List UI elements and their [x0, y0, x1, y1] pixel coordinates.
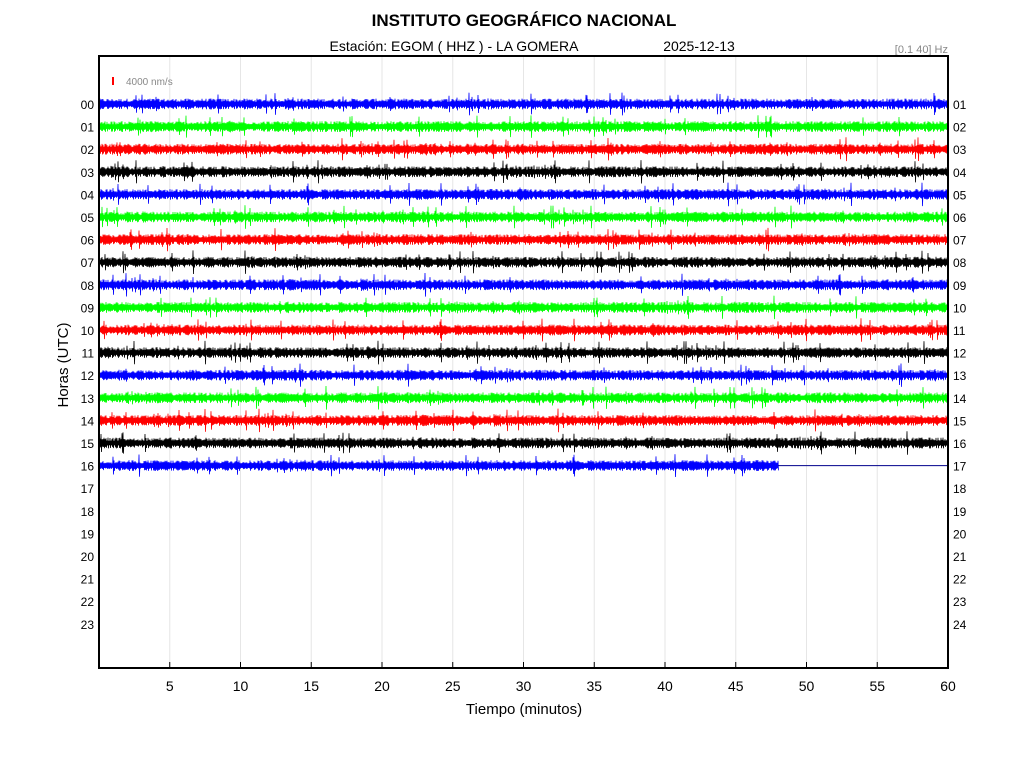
right-hour-label: 03	[953, 143, 967, 157]
right-hour-label: 02	[953, 121, 967, 135]
right-hour-label: 05	[953, 188, 967, 202]
trace-hour-05	[98, 205, 949, 229]
left-hour-label: 18	[81, 505, 95, 519]
left-hour-label: 19	[81, 527, 95, 541]
x-tick-label: 20	[374, 678, 390, 694]
right-hour-label: 18	[953, 482, 967, 496]
right-hour-label: 04	[953, 166, 967, 180]
right-hour-label: 06	[953, 211, 967, 225]
trace-hour-07	[98, 250, 949, 275]
x-tick-label: 50	[799, 678, 815, 694]
trace-hour-09	[98, 295, 949, 320]
x-axis-ticks: 5 10 15 20 25 30 35 40 45 50 55 60	[166, 662, 956, 694]
trace-hour-13	[98, 385, 949, 410]
y-axis-label: Horas (UTC)	[55, 322, 72, 407]
left-hour-label: 00	[81, 98, 95, 112]
left-hour-label: 22	[81, 595, 95, 609]
left-hour-label: 11	[82, 347, 95, 361]
trace-hour-10	[98, 318, 949, 342]
right-hour-label: 20	[953, 527, 967, 541]
trace-hour-00	[98, 92, 949, 116]
left-hour-label: 12	[81, 369, 95, 383]
station-label: Estación: EGOM ( HHZ ) - LA GOMERA	[330, 38, 580, 54]
right-hour-label: 09	[953, 279, 967, 293]
trace-hour-06	[98, 227, 949, 252]
right-hour-label: 17	[953, 460, 967, 474]
trace-hour-14	[98, 408, 949, 433]
x-tick-label: 25	[445, 678, 461, 694]
x-tick-label: 10	[233, 678, 249, 694]
left-hour-label: 21	[81, 573, 95, 587]
scale-bar	[112, 77, 114, 85]
x-tick-label: 40	[657, 678, 673, 694]
right-hour-label: 01	[953, 98, 967, 112]
left-hour-labels: 00 01 02 03 04 05 06 07 08 09 10 11 12 13 14 15 16 17 18 19…	[81, 98, 95, 632]
x-tick-label: 5	[166, 678, 174, 694]
right-hour-label: 11	[953, 324, 966, 338]
x-tick-label: 55	[869, 678, 885, 694]
x-axis-label: Tiempo (minutos)	[466, 701, 582, 718]
grid-lines	[169, 56, 878, 668]
x-tick-label: 35	[586, 678, 602, 694]
trace-hour-12	[98, 363, 949, 387]
left-hour-label: 09	[81, 301, 95, 315]
right-hour-label: 10	[953, 301, 967, 315]
right-hour-label: 08	[953, 256, 967, 270]
left-hour-label: 07	[81, 256, 95, 270]
left-hour-label: 15	[81, 437, 95, 451]
left-hour-label: 03	[81, 166, 95, 180]
right-hour-label: 15	[953, 414, 967, 428]
right-hour-label: 16	[953, 437, 967, 451]
left-hour-label: 01	[81, 121, 95, 135]
trace-hour-03	[98, 160, 949, 184]
left-hour-label: 05	[81, 211, 95, 225]
x-tick-label: 60	[940, 678, 956, 694]
left-hour-label: 20	[81, 550, 95, 564]
trace-hour-08	[98, 272, 949, 297]
right-hour-label: 19	[953, 505, 967, 519]
right-hour-label: 24	[953, 618, 967, 632]
x-tick-label: 45	[728, 678, 744, 694]
right-hour-label: 22	[953, 573, 967, 587]
left-hour-label: 04	[81, 188, 95, 202]
right-hour-label: 21	[953, 550, 967, 564]
right-hour-label: 13	[953, 369, 967, 383]
filter-label: [0.1 40] Hz	[895, 44, 948, 56]
left-hour-label: 16	[81, 460, 95, 474]
scale-label: 4000 nm/s	[126, 77, 173, 88]
right-hour-label: 12	[953, 347, 967, 361]
trace-hour-02	[98, 137, 949, 162]
date-label: 2025-12-13	[663, 38, 735, 54]
trace-hour-15	[98, 431, 949, 455]
right-hour-label: 07	[953, 234, 967, 248]
left-hour-label: 08	[81, 279, 95, 293]
left-hour-label: 02	[81, 143, 95, 157]
left-hour-label: 13	[81, 392, 95, 406]
left-hour-label: 14	[81, 414, 95, 428]
trace-hour-16	[98, 454, 779, 478]
right-hour-label: 23	[953, 595, 967, 609]
x-tick-label: 15	[303, 678, 319, 694]
left-hour-label: 06	[81, 234, 95, 248]
left-hour-label: 10	[81, 324, 95, 338]
x-tick-label: 30	[516, 678, 532, 694]
trace-hour-01	[98, 115, 949, 138]
right-hour-label: 14	[953, 392, 967, 406]
chart-title: INSTITUTO GEOGRÁFICO NACIONAL	[372, 11, 677, 30]
traces	[98, 92, 949, 478]
left-hour-label: 23	[81, 618, 95, 632]
right-hour-labels: 01 02 03 04 05 06 07 08 09 10 11 12 13 14 15 16 17 18 19 20…	[953, 98, 967, 632]
trace-hour-04	[98, 182, 949, 207]
left-hour-label: 17	[81, 482, 95, 496]
trace-hour-11	[98, 340, 949, 365]
